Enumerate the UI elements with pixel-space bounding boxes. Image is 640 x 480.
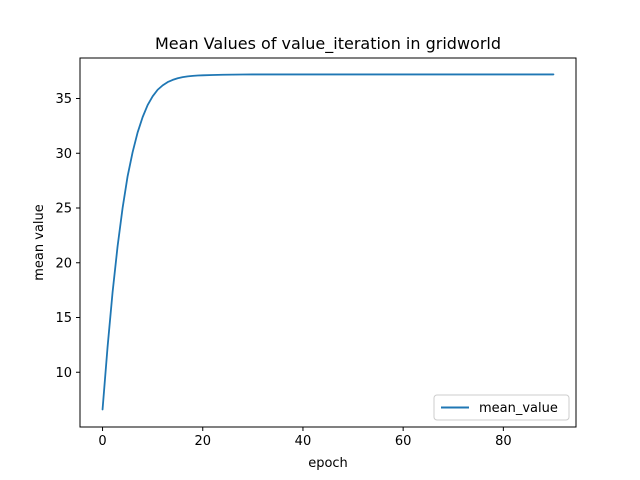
y-tick-label: 15 [55,311,72,326]
chart-title: Mean Values of value_iteration in gridwo… [155,34,501,54]
x-tick-label: 80 [495,434,512,449]
x-axis-label: epoch [308,456,348,471]
y-axis: 10 15 20 25 30 35 [55,92,80,381]
x-axis: 0 20 40 60 80 [98,427,512,449]
legend-box [433,394,570,421]
x-tick-label: 0 [98,434,106,449]
x-tick-label: 40 [295,434,312,449]
y-tick-label: 10 [55,366,72,381]
x-tick-label: 20 [194,434,211,449]
plot-area-frame [79,57,577,428]
y-tick-label: 20 [55,256,72,271]
legend-label-mean-value: mean_value [479,401,558,416]
y-tick-label: 30 [55,147,72,162]
series-line-mean-value [101,73,555,411]
y-axis-label: mean value [32,204,47,281]
legend: mean_value [433,394,570,421]
y-tick-label: 35 [55,92,72,107]
x-tick-label: 60 [395,434,412,449]
series-layer [101,73,555,411]
y-tick-label: 25 [55,202,72,217]
